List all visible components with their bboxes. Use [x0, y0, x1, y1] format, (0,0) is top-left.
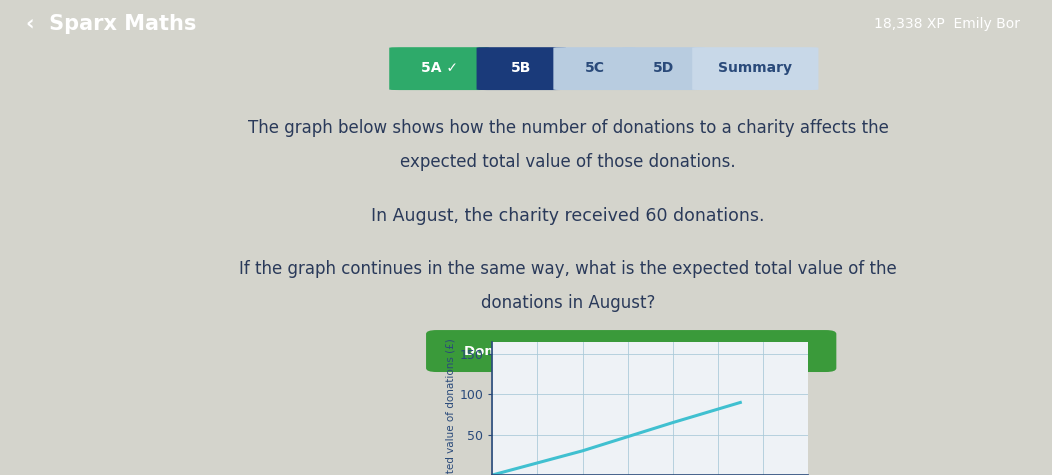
- Text: The graph below shows how the number of donations to a charity affects the: The graph below shows how the number of …: [247, 119, 889, 137]
- Text: ‹  Sparx Maths: ‹ Sparx Maths: [26, 14, 197, 34]
- FancyBboxPatch shape: [389, 47, 489, 90]
- FancyBboxPatch shape: [477, 47, 566, 90]
- Text: If the graph continues in the same way, what is the expected total value of the: If the graph continues in the same way, …: [239, 260, 897, 278]
- Text: Summary: Summary: [719, 61, 792, 75]
- Text: In August, the charity received 60 donations.: In August, the charity received 60 donat…: [371, 207, 765, 225]
- Text: 5B: 5B: [511, 61, 531, 75]
- FancyBboxPatch shape: [623, 47, 705, 90]
- Text: donations in August?: donations in August?: [481, 294, 655, 313]
- FancyBboxPatch shape: [426, 330, 836, 372]
- FancyBboxPatch shape: [553, 47, 635, 90]
- Text: Donation value against number of donations: Donation value against number of donatio…: [464, 344, 798, 358]
- Text: 5A ✓: 5A ✓: [421, 61, 458, 75]
- FancyBboxPatch shape: [692, 47, 818, 90]
- Text: 5C: 5C: [584, 61, 605, 75]
- Y-axis label: cted value of donations (£): cted value of donations (£): [445, 338, 456, 475]
- Text: 18,338 XP  Emily Bor: 18,338 XP Emily Bor: [874, 17, 1020, 31]
- Text: expected total value of those donations.: expected total value of those donations.: [400, 153, 736, 171]
- Text: 5D: 5D: [653, 61, 674, 75]
